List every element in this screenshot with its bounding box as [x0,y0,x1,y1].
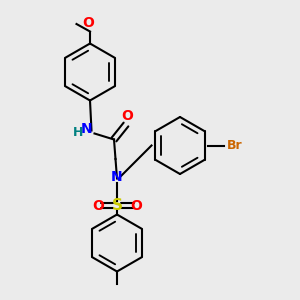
Text: O: O [82,16,94,30]
Text: Br: Br [226,139,242,152]
Text: N: N [80,122,92,136]
Text: N: N [111,170,123,184]
Text: S: S [112,198,122,213]
Text: O: O [92,199,104,212]
Text: O: O [130,199,142,212]
Text: O: O [122,109,134,123]
Text: H: H [73,125,83,139]
